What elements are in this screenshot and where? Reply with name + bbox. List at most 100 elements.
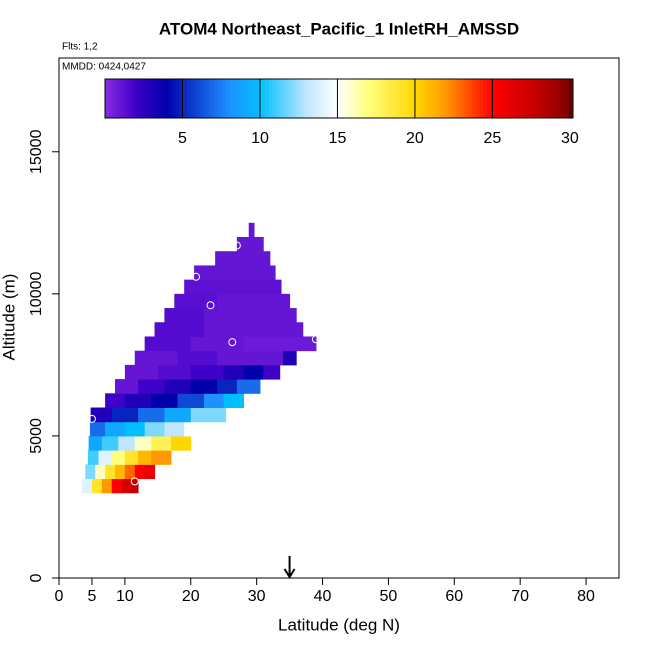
- colorbar-swatch: [327, 79, 332, 118]
- colorbar-swatch: [346, 79, 352, 118]
- cell: [243, 364, 264, 380]
- colorbar-swatch: [229, 79, 235, 118]
- cell: [217, 379, 238, 394]
- cell: [217, 293, 291, 309]
- colorbar-swatch: [405, 79, 410, 118]
- overlay: [87, 241, 320, 486]
- colorbar-swatch: [307, 79, 313, 118]
- colorbar-swatch: [323, 79, 328, 118]
- colorbar-swatch: [518, 79, 523, 118]
- y-tick-label: 5000: [28, 418, 45, 454]
- colorbar-swatch: [175, 79, 180, 118]
- colorbar-tick-label: 10: [251, 130, 269, 147]
- colorbar-swatch: [163, 79, 168, 118]
- cell: [82, 478, 93, 494]
- cell: [144, 464, 156, 480]
- colorbar-swatch: [537, 79, 543, 118]
- colorbar-swatch: [311, 79, 317, 118]
- colorbar-swatch: [300, 79, 305, 118]
- colorbar-swatch: [569, 79, 574, 118]
- y-tick-label: 0: [28, 573, 45, 582]
- cell: [203, 308, 297, 323]
- cell: [105, 393, 126, 409]
- colorbar-swatch: [397, 79, 402, 118]
- colorbar-swatch: [159, 79, 164, 118]
- colorbar-swatch: [296, 79, 301, 118]
- colorbar-swatch: [448, 79, 453, 118]
- cell: [256, 350, 284, 366]
- colorbar-swatch: [565, 79, 570, 118]
- cell: [131, 478, 139, 494]
- cell: [174, 293, 218, 309]
- colorbar-swatch: [385, 79, 391, 118]
- x-tick-label: 30: [248, 588, 266, 605]
- colorbar-swatch: [315, 79, 320, 118]
- location-arrowhead: [283, 568, 296, 579]
- sample-point: [228, 338, 237, 347]
- colorbar-swatch: [452, 79, 457, 118]
- cell: [111, 450, 126, 465]
- colorbar-swatch: [222, 79, 227, 118]
- colorbar-swatch: [557, 79, 562, 118]
- colorbar-swatch: [331, 79, 336, 118]
- colorbar-swatch: [530, 79, 535, 118]
- colorbar-swatch: [140, 79, 145, 118]
- colorbar-swatch: [467, 79, 473, 118]
- colorbar-swatch: [183, 79, 188, 118]
- colorbar-swatch: [105, 79, 110, 118]
- colorbar-swatch: [498, 79, 504, 118]
- colorbar-swatch: [354, 79, 359, 118]
- colorbar-swatch: [491, 79, 496, 118]
- colorbar-swatch: [132, 79, 137, 118]
- y-tick-label: 10000: [28, 272, 45, 317]
- colorbar-swatch: [471, 79, 476, 118]
- cell: [89, 421, 106, 437]
- colorbar-swatch: [210, 79, 215, 118]
- colorbar-swatch: [194, 79, 200, 118]
- colorbar-swatch: [495, 79, 500, 118]
- cell: [190, 407, 227, 423]
- colorbar-swatch: [545, 79, 551, 118]
- cell: [190, 379, 218, 394]
- colorbar-swatch: [116, 79, 122, 118]
- x-tick-label: 0: [55, 588, 64, 605]
- cell: [95, 464, 106, 480]
- cell: [101, 435, 119, 451]
- colorbar-swatch: [374, 79, 379, 118]
- colorbar-swatch: [475, 79, 480, 118]
- colorbar-swatch: [440, 79, 445, 118]
- cell: [87, 450, 100, 465]
- colorbar-swatch: [510, 79, 515, 118]
- cell: [263, 364, 281, 380]
- colorbar-swatch: [108, 79, 114, 118]
- colorbar-swatch: [155, 79, 161, 118]
- colorbar-swatch: [428, 79, 434, 118]
- cell: [215, 251, 271, 266]
- colorbar-swatch: [561, 79, 566, 118]
- colorbar-swatch: [144, 79, 149, 118]
- cell: [223, 364, 244, 380]
- cell: [154, 322, 205, 337]
- cell: [115, 464, 126, 480]
- colorbar-swatch: [136, 79, 141, 118]
- cell: [124, 464, 136, 480]
- cell: [118, 435, 136, 451]
- sample-point: [206, 301, 215, 310]
- colorbar-swatch: [362, 79, 367, 118]
- x-tick-label: 5: [87, 588, 96, 605]
- cell: [124, 393, 152, 409]
- cell: [88, 435, 103, 451]
- cell: [190, 336, 244, 352]
- cell: [203, 322, 304, 337]
- colorbar-swatch: [350, 79, 356, 118]
- colorbar-swatch: [151, 79, 157, 118]
- colorbar-swatch: [206, 79, 211, 118]
- colorbar-swatch: [358, 79, 363, 118]
- colorbar-tick-label: 25: [484, 130, 502, 147]
- colorbar-swatch: [190, 79, 196, 118]
- colorbar-swatch: [366, 79, 371, 118]
- cell: [105, 421, 126, 437]
- colorbar-swatch: [487, 79, 492, 118]
- cell: [184, 279, 282, 295]
